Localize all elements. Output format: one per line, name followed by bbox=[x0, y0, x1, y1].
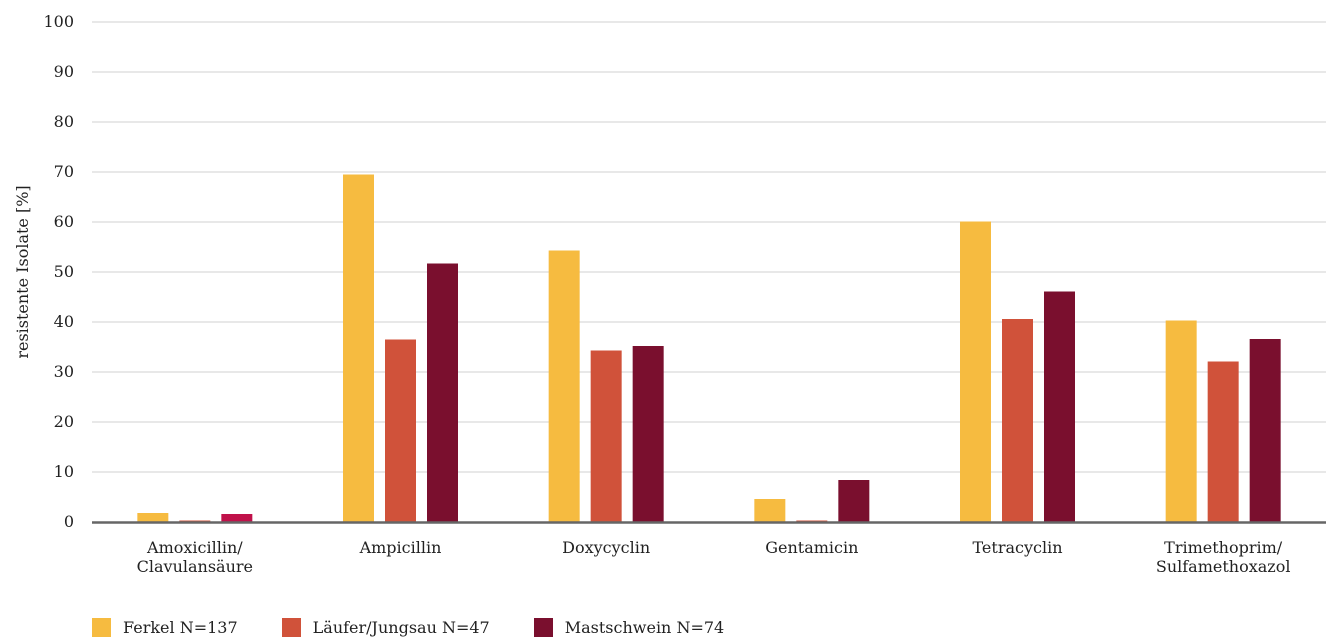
bar-4-2 bbox=[1044, 291, 1075, 522]
x-category-label: Ampicillin bbox=[359, 538, 442, 557]
bar-5-1 bbox=[1207, 361, 1239, 522]
legend-item: Läufer/Jungsau N=47 bbox=[281, 618, 490, 637]
grid-lines bbox=[92, 21, 1326, 473]
y-tick-label: 90 bbox=[54, 62, 74, 81]
bar-3-0 bbox=[754, 499, 786, 522]
y-tick-label: 50 bbox=[54, 262, 74, 281]
y-tick-label: 0 bbox=[64, 512, 74, 531]
y-tick-label: 40 bbox=[54, 312, 74, 331]
bar-2-1 bbox=[590, 350, 622, 522]
y-tick-label: 30 bbox=[54, 362, 74, 381]
x-category-line: Clavulansäure bbox=[137, 557, 253, 576]
y-tick-label: 80 bbox=[54, 112, 74, 131]
x-category-line: Sulfamethoxazol bbox=[1156, 557, 1291, 576]
x-category-line: Gentamicin bbox=[765, 538, 858, 557]
x-category-label: Doxycyclin bbox=[562, 538, 650, 557]
bar-1-1 bbox=[385, 339, 416, 522]
y-tick-label: 60 bbox=[54, 212, 74, 231]
legend-swatch bbox=[281, 618, 301, 637]
legend-label: Mastschwein N=74 bbox=[564, 618, 725, 637]
x-category-line: Doxycyclin bbox=[562, 538, 650, 557]
bar-4-0 bbox=[960, 221, 991, 522]
bar-1-2 bbox=[427, 263, 458, 522]
bar-chart: 0 10 20 30 40 50 60 70 80 90 100 Amoxicillin/Clavu… bbox=[13, 12, 1326, 576]
y-axis-ticks: 0 10 20 30 40 50 60 70 80 90 100 bbox=[43, 12, 74, 531]
legend-item: Mastschwein N=74 bbox=[533, 618, 725, 637]
legend: Ferkel N=137 Läufer/Jungsau N=47 Mastschwe… bbox=[92, 618, 768, 637]
legend-label: Ferkel N=137 bbox=[123, 618, 238, 637]
bar-3-2 bbox=[838, 480, 870, 522]
x-category-line: Amoxicillin/ bbox=[146, 538, 243, 557]
bar-0-0 bbox=[137, 513, 169, 522]
y-tick-label: 20 bbox=[54, 412, 74, 431]
x-category-label: Gentamicin bbox=[765, 538, 858, 557]
legend-swatch bbox=[92, 618, 111, 637]
x-axis-categories: Amoxicillin/Clavulansäure Ampicillin Doxyc… bbox=[137, 538, 1291, 576]
bar-0-2 bbox=[221, 514, 253, 522]
legend-swatch bbox=[533, 618, 553, 637]
y-axis-label: resistente Isolate [%] bbox=[13, 185, 32, 358]
x-category-label: Amoxicillin/Clavulansäure bbox=[137, 538, 253, 576]
x-category-line: Tetracyclin bbox=[972, 538, 1062, 557]
bar-5-0 bbox=[1165, 320, 1197, 522]
y-tick-label: 100 bbox=[43, 12, 74, 31]
y-tick-label: 10 bbox=[54, 462, 74, 481]
bar-1-0 bbox=[343, 174, 374, 522]
x-category-label: Tetracyclin bbox=[972, 538, 1062, 557]
legend-item: Ferkel N=137 bbox=[92, 618, 238, 637]
bar-5-2 bbox=[1249, 339, 1281, 522]
x-category-label: Trimethoprim/Sulfamethoxazol bbox=[1156, 538, 1291, 576]
y-tick-label: 70 bbox=[54, 162, 74, 181]
x-category-line: Trimethoprim/ bbox=[1164, 538, 1283, 557]
bars bbox=[137, 174, 1281, 522]
legend-label: Läufer/Jungsau N=47 bbox=[312, 618, 490, 637]
bar-4-1 bbox=[1002, 319, 1033, 522]
bar-2-2 bbox=[632, 346, 664, 522]
x-category-line: Ampicillin bbox=[359, 538, 442, 557]
bar-2-0 bbox=[548, 250, 580, 522]
